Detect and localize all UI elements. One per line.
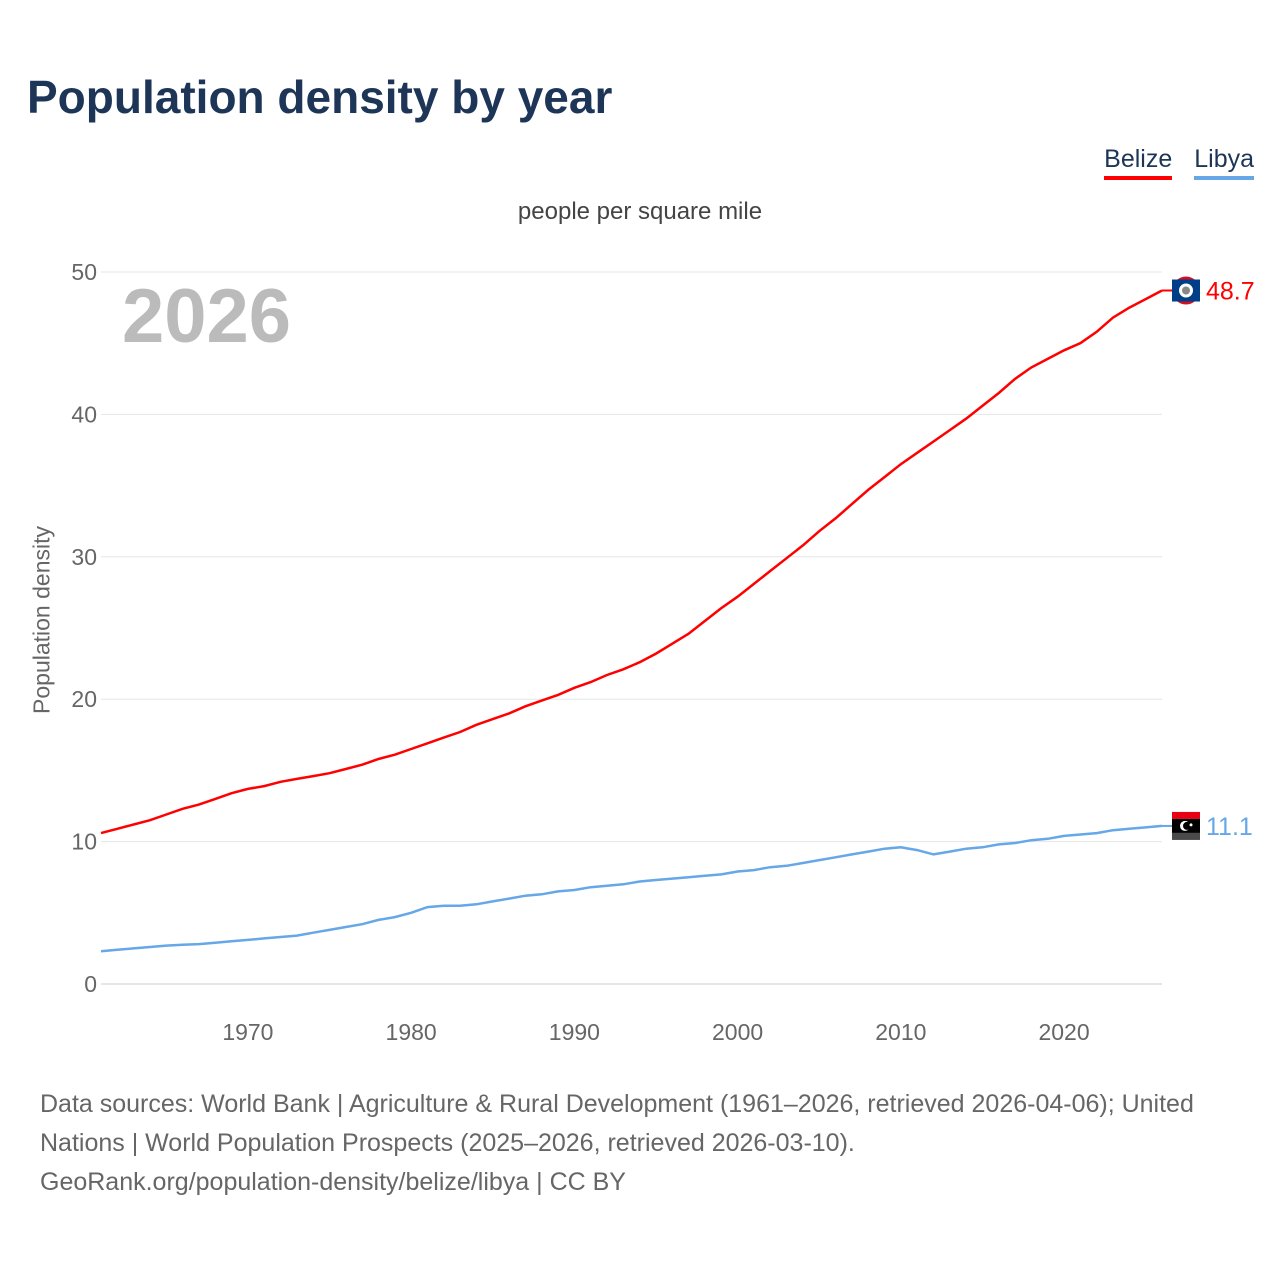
series-line-belize [100, 289, 1163, 835]
chart-subtitle: people per square mile [517, 198, 763, 225]
y-tick-label: 30 [71, 544, 97, 570]
year-watermark: 2026 [122, 274, 291, 359]
series-line-libya [100, 824, 1163, 953]
x-tick-label: 2020 [1038, 1019, 1089, 1045]
legend-item-libya[interactable]: Libya [1194, 145, 1254, 180]
legend-item-belize[interactable]: Belize [1104, 145, 1173, 180]
end-value-label-belize: 48.7 [1206, 278, 1255, 306]
legend: Belize Libya [1104, 145, 1254, 180]
y-tick-label: 50 [71, 259, 97, 285]
footer: Data sources: World Bank | Agriculture &… [40, 1085, 1250, 1202]
chart-title: Population density by year [27, 71, 613, 123]
x-tick-label: 1980 [386, 1019, 437, 1045]
source-link[interactable]: GeoRank.org/population-density/belize/li… [40, 1168, 626, 1196]
end-value-label-libya: 11.1 [1206, 813, 1253, 841]
data-sources: Data sources: World Bank | Agriculture &… [40, 1090, 1194, 1157]
x-tick-label: 2000 [712, 1019, 763, 1045]
y-tick-label: 10 [71, 829, 97, 855]
libya-flag-icon [1172, 811, 1200, 840]
x-tick-label: 1990 [549, 1019, 600, 1045]
belize-flag-icon [1172, 276, 1200, 305]
y-tick-label: 0 [84, 971, 97, 997]
x-tick-label: 1970 [222, 1019, 273, 1045]
y-tick-label: 40 [71, 401, 97, 427]
y-tick-label: 20 [71, 686, 97, 712]
x-tick-label: 2010 [875, 1019, 926, 1045]
